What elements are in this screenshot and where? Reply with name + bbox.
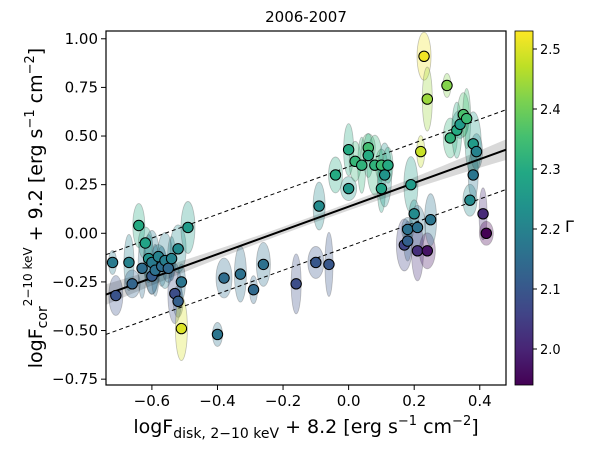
data-point	[342, 182, 355, 195]
data-point	[382, 159, 394, 171]
colorbar-ticks: 2.0 2.1 2.2 2.3 2.4 2.5	[533, 43, 561, 358]
x-tick-label: 0.4	[468, 392, 492, 410]
data-point	[424, 213, 437, 226]
data-point	[172, 243, 184, 255]
x-tick-label: 0.2	[402, 392, 426, 410]
colorbar-label: Γ	[565, 217, 574, 236]
data-point	[401, 223, 414, 236]
data-point	[133, 219, 145, 232]
error-ellipses	[108, 31, 494, 361]
y-tick-label: 0.75	[65, 78, 98, 96]
colorbar-tick-label: 2.3	[540, 163, 561, 178]
data-point	[172, 295, 184, 308]
x-axis: −0.6 −0.4 −0.2 0.0 0.2 0.4	[134, 385, 492, 410]
x-tick-label: −0.6	[134, 392, 170, 410]
y-axis: −0.75 −0.50 −0.25 0.00 0.25 0.50 0.75 1.00	[52, 30, 106, 388]
data-point	[441, 79, 453, 92]
data-point	[460, 112, 473, 125]
colorbar-tick-label: 2.2	[540, 223, 561, 238]
data-point	[257, 258, 270, 271]
x-axis-label: logFdisk, 2−10 keV + 8.2 [erg s−1 cm−2]	[133, 414, 478, 442]
data-point	[401, 235, 414, 247]
data-point	[378, 169, 391, 181]
colorbar-tick-label: 2.0	[540, 343, 561, 358]
plot-area	[106, 31, 506, 361]
colorbar-tick-label: 2.1	[540, 283, 561, 298]
colorbar-tick-label: 2.4	[540, 103, 561, 118]
lower-scatter-line	[106, 189, 506, 335]
data-point	[375, 182, 388, 195]
data-point	[411, 245, 424, 257]
data-point	[421, 245, 434, 257]
data-point	[421, 93, 434, 105]
data-point	[329, 169, 342, 181]
data-point	[211, 328, 224, 341]
data-point	[165, 252, 178, 265]
chart-title: 2006-2007	[265, 8, 347, 26]
data-point	[467, 169, 479, 181]
data-point	[234, 268, 247, 280]
plot-frame	[105, 30, 507, 386]
data-point	[362, 149, 374, 162]
data-point	[136, 262, 148, 274]
data-points	[106, 50, 493, 341]
data-point	[175, 322, 188, 335]
data-point	[110, 289, 122, 302]
data-point	[126, 278, 138, 290]
data-point	[247, 283, 260, 296]
y-tick-label: 1.00	[65, 30, 98, 48]
y-tick-label: 0.00	[65, 224, 98, 242]
y-tick-label: −0.50	[52, 322, 98, 340]
data-point	[477, 208, 489, 220]
data-point	[175, 276, 188, 288]
data-point	[356, 159, 368, 171]
x-tick-label: −0.2	[265, 392, 301, 410]
y-tick-label: −0.25	[52, 273, 98, 291]
data-point	[182, 221, 194, 234]
data-point	[218, 272, 230, 284]
data-point	[444, 132, 456, 144]
y-tick-label: −0.75	[52, 370, 98, 388]
upper-scatter-line	[106, 109, 506, 256]
x-tick-label: 0.0	[337, 392, 361, 410]
y-tick-label: 0.50	[65, 127, 98, 145]
data-point	[470, 145, 483, 158]
colorbar-tick-label: 2.5	[540, 43, 561, 58]
data-point	[123, 256, 135, 269]
data-point	[310, 256, 322, 269]
data-point	[415, 145, 427, 158]
data-point	[411, 221, 424, 234]
y-axis-label: logFcor2−10 keV + 9.2 [erg s−1 cm−2]	[21, 48, 51, 368]
data-point	[480, 227, 493, 239]
colorbar	[514, 30, 534, 386]
data-point	[418, 50, 430, 62]
data-point	[323, 258, 335, 271]
y-tick-label: 0.25	[65, 176, 98, 194]
data-point	[290, 278, 302, 290]
data-point	[139, 237, 152, 249]
data-point	[106, 256, 119, 269]
x-tick-label: −0.4	[199, 392, 235, 410]
data-point	[408, 208, 420, 220]
data-point	[405, 178, 417, 191]
data-point	[342, 143, 355, 156]
data-point	[313, 200, 325, 212]
data-point	[162, 262, 174, 274]
data-point	[464, 194, 476, 206]
